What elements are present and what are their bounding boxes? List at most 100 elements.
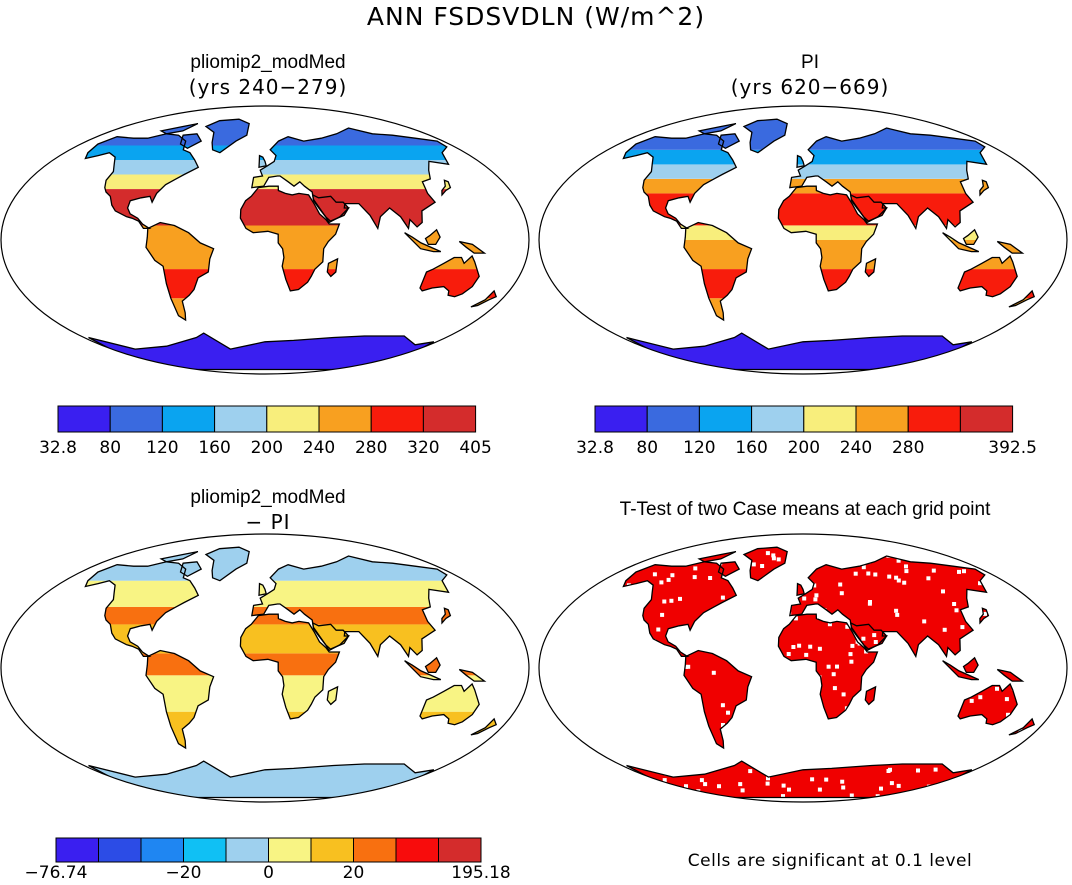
insignificant-cell [946,704,951,709]
insignificant-cell [588,692,592,696]
map-color-band [85,547,497,581]
coastline-baffin [179,561,203,578]
insignificant-cell [983,611,987,616]
insignificant-cell [868,556,873,561]
insignificant-cell [798,558,803,563]
insignificant-cell [581,539,585,543]
insignificant-cell [720,703,725,708]
coastline-arabia [311,621,350,650]
coastline-australia [957,682,1018,726]
coastline-australia [419,682,480,726]
insignificant-cell [951,720,956,725]
insignificant-cell [988,773,993,777]
insignificant-cell [896,558,901,563]
insignificant-cell [1028,642,1033,646]
coastline-greenland [204,118,250,154]
map-color-band [85,755,497,798]
insignificant-cell [563,644,567,648]
insignificant-cell [957,569,961,574]
insignificant-cell [720,595,725,600]
map-color-band [85,580,497,607]
insignificant-cell [665,789,670,794]
colorbar-swatch [266,405,320,433]
map-panel-3 [0,533,530,803]
colorbar-swatch [370,405,424,433]
colorbar-swatch [594,405,648,433]
insignificant-cell [635,710,640,715]
insignificant-cell [845,624,850,629]
insignificant-cell [849,793,854,798]
insignificant-cell [598,622,602,626]
insignificant-cell [787,596,792,601]
insignificant-cell [911,677,916,682]
insignificant-cell [783,575,788,580]
insignificant-cell [987,735,992,740]
coastline-greenland [204,546,250,582]
coastline-northAmerica [622,561,738,658]
map-color-band [85,145,497,160]
insignificant-cell [760,681,765,686]
insignificant-cell [660,670,665,675]
map-color-band [85,160,497,175]
insignificant-cell [669,598,674,603]
insignificant-cell [867,601,872,606]
panel-4-title: T-Test of two Case means at each grid po… [619,499,991,520]
colorbar-swatch [140,837,184,863]
coastline-baffin [717,561,741,578]
insignificant-cell [570,772,574,776]
insignificant-cell [721,723,725,727]
insignificant-cell [861,636,866,641]
insignificant-cell [724,627,729,632]
insignificant-cell [1044,621,1048,625]
colorbar-tick-label: 160 [735,438,767,458]
colorbar-2: 32.8 80 120 160 200 240 280 392.5 [576,405,1037,458]
insignificant-cell [604,747,608,751]
coastline-newguinea [996,240,1025,254]
insignificant-cell [904,569,909,574]
insignificant-cell [978,695,983,700]
insignificant-cell [771,634,775,639]
insignificant-cell [751,670,756,675]
insignificant-cell [635,736,640,741]
insignificant-cell [595,667,599,671]
insignificant-cell [995,686,999,691]
insignificant-cell [585,628,589,632]
insignificant-cell [592,769,596,773]
insignificant-cell [760,593,765,598]
insignificant-cell [580,696,584,700]
coastline-japan [441,179,452,197]
colorbar-swatch [268,837,312,863]
insignificant-cell [963,644,968,649]
insignificant-cell [772,580,777,585]
colorbar-tick-label: 20 [343,863,365,883]
insignificant-cell [941,589,945,594]
coastline-greenland [742,118,788,154]
map-color-band [623,225,1035,240]
insignificant-cell [1044,770,1048,774]
insignificant-cell [969,698,974,703]
colorbar-tick-label: 392.5 [988,438,1037,458]
insignificant-cell [801,676,806,681]
insignificant-cell [547,745,551,749]
coastline-africa [239,613,341,720]
colorbar-tick-label: 32.8 [576,438,614,458]
colorbar-swatch [698,405,753,433]
insignificant-cell [709,629,714,634]
insignificant-cell [556,758,560,762]
insignificant-cell [565,628,569,632]
insignificant-cell [1042,737,1046,741]
insignificant-cell [817,646,822,651]
insignificant-cell [779,682,784,687]
insignificant-cell [670,573,675,578]
coastline-southAmerica [683,649,753,750]
colorbar-swatch [855,405,909,433]
insignificant-cell [666,673,671,678]
insignificant-cell [774,595,779,600]
colorbar-swatch [55,837,99,863]
insignificant-cell [665,728,670,733]
coastline-arabia [849,621,888,650]
insignificant-cell [966,749,971,754]
insignificant-cell [790,710,795,715]
insignificant-cell [959,720,964,724]
coastline-arabia [311,193,350,222]
